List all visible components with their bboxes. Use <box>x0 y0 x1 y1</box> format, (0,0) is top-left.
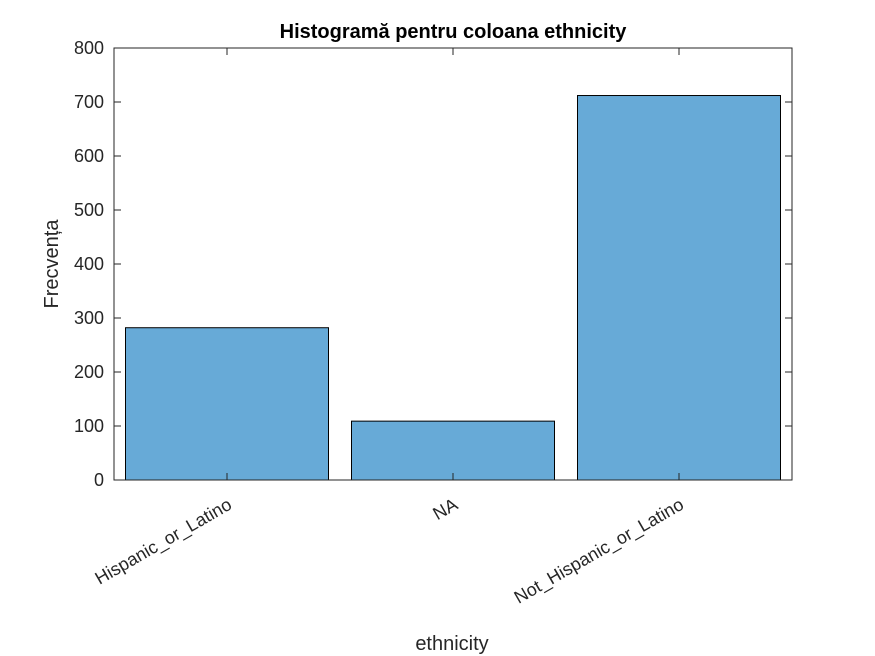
chart-title: Histogramă pentru coloana ethnicity <box>280 21 628 43</box>
bar-hispanic-or-latino <box>125 327 329 481</box>
y-tick-label: 400 <box>74 254 104 274</box>
y-tick-label: 200 <box>74 362 104 382</box>
bar-not-hispanic-or-latino <box>577 95 781 481</box>
y-tick-label: 300 <box>74 308 104 328</box>
x-axis-label: ethnicity <box>415 633 488 655</box>
y-axis-label: Frecvența <box>41 219 63 309</box>
bars-group <box>125 95 781 481</box>
y-tick-label: 0 <box>94 470 104 490</box>
y-tick-label: 700 <box>74 92 104 112</box>
y-tick-label: 100 <box>74 416 104 436</box>
y-axis-ticks: 0 100 200 300 400 500 600 700 800 <box>74 38 792 490</box>
y-tick-label: 600 <box>74 146 104 166</box>
y-tick-label: 800 <box>74 38 104 58</box>
y-tick-label: 500 <box>74 200 104 220</box>
bar-na <box>351 420 555 481</box>
